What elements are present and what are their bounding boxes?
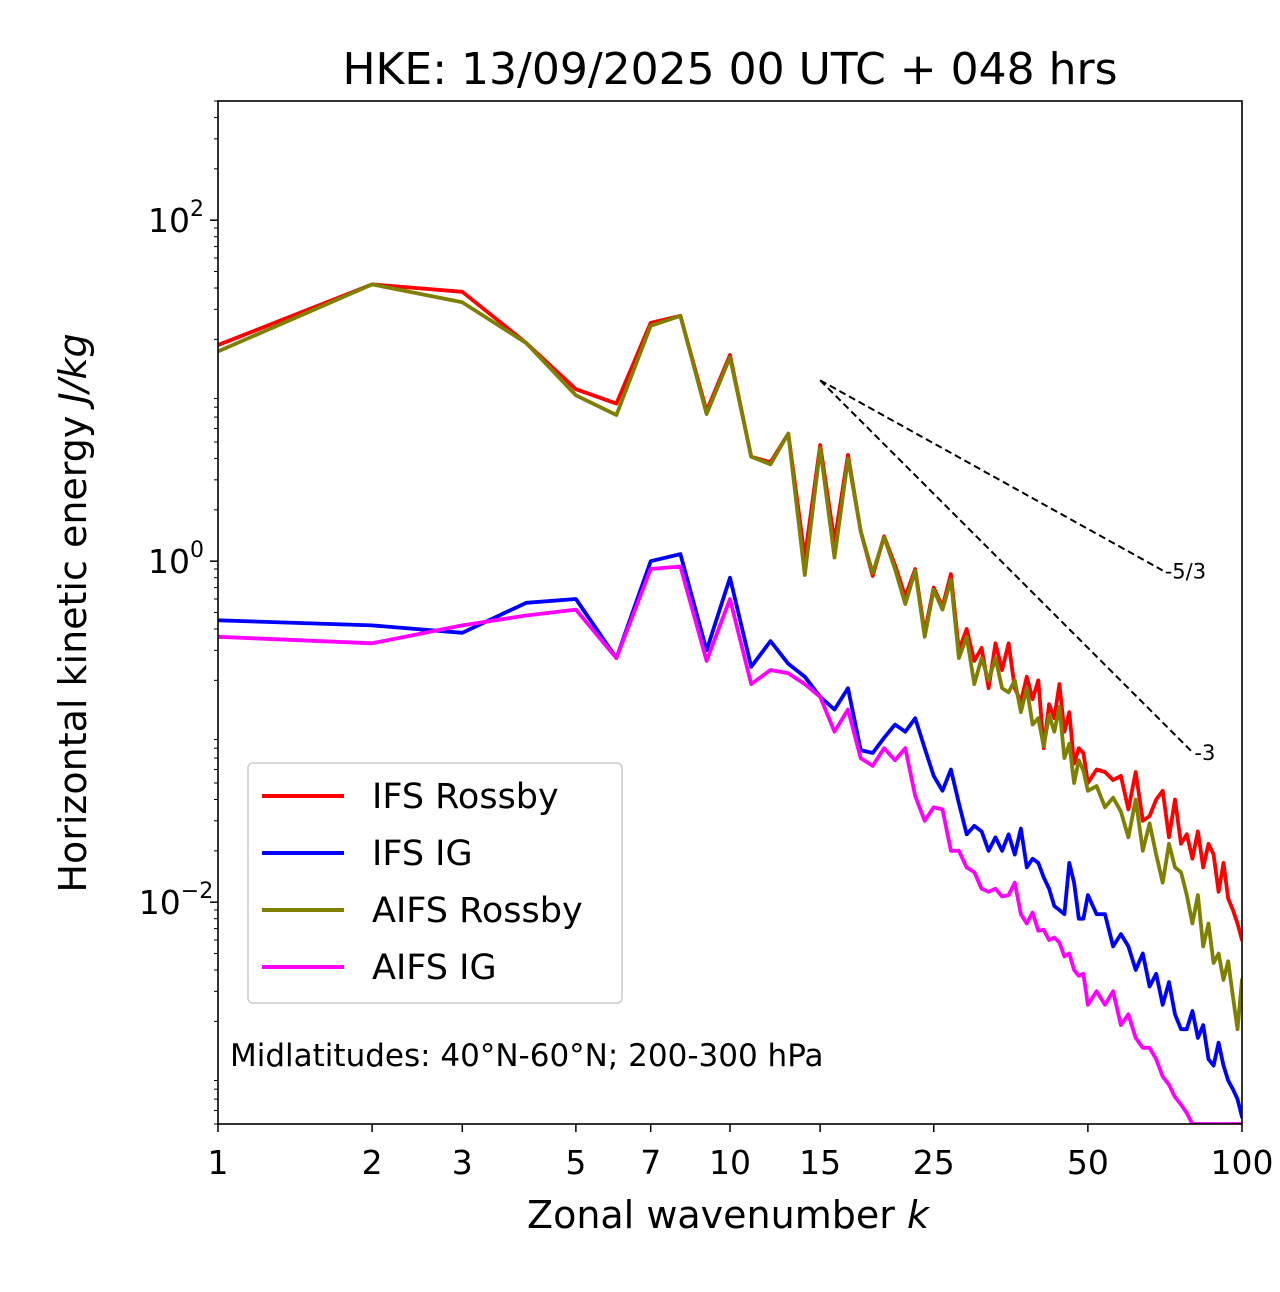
y-axis-label-text: Horizontal kinetic energy [51, 404, 95, 893]
x-tick-label: 50 [1067, 1143, 1109, 1182]
x-tick-label: 3 [452, 1143, 473, 1182]
x-tick-label: 1 [208, 1143, 229, 1182]
x-axis-label: Zonal wavenumber k [527, 1193, 931, 1237]
plot-frame [217, 100, 1243, 1125]
x-tick-label: 10 [709, 1143, 751, 1182]
y-tick-label: 102 [148, 197, 204, 240]
chart-title: HKE: 13/09/2025 00 UTC + 048 hrs [342, 44, 1117, 95]
legend: IFS Rossby IFS IG AIFS Rossby AIFS IG [247, 762, 623, 1004]
x-tick-label: 5 [565, 1143, 586, 1182]
y-tick-label: 10−2 [139, 879, 213, 922]
x-ticks: 1 2 3 5 7 10 15 25 50 100 [208, 1124, 1274, 1182]
legend-box [247, 762, 623, 1004]
reference-slopes: -5/3 -3 [819, 379, 1215, 765]
y-axis-label: Horizontal kinetic energy J/kg [51, 333, 95, 892]
x-tick-label: 15 [799, 1143, 841, 1182]
legend-label: IFS Rossby [372, 777, 559, 817]
x-axis-label-symbol: k [907, 1193, 931, 1237]
y-axis-label-unit: J/kg [51, 333, 95, 410]
series-line-aifs-rossby [218, 282, 1242, 1032]
reference-slope-label: -3 [1194, 741, 1215, 765]
series-line-ifs-ig [218, 552, 1242, 1119]
region-annotation: Midlatitudes: 40°N-60°N; 200-300 hPa [230, 1038, 824, 1074]
x-tick-label: 2 [362, 1143, 383, 1182]
x-axis-label-text: Zonal wavenumber [527, 1193, 907, 1237]
legend-label: IFS IG [372, 834, 473, 874]
reference-slope-label: -5/3 [1165, 559, 1206, 583]
series-line-aifs-ig [218, 564, 1242, 1124]
legend-items: IFS Rossby IFS IG AIFS Rossby AIFS IG [262, 777, 583, 988]
legend-label: AIFS Rossby [372, 891, 583, 931]
x-tick-label: 100 [1211, 1143, 1274, 1182]
x-tick-label: 25 [913, 1143, 955, 1182]
y-ticks: 102 100 10−2 [139, 197, 218, 922]
x-tick-label: 7 [640, 1143, 661, 1182]
legend-label: AIFS IG [372, 948, 497, 988]
y-tick-label: 100 [148, 538, 204, 581]
series-layer [218, 282, 1242, 1124]
